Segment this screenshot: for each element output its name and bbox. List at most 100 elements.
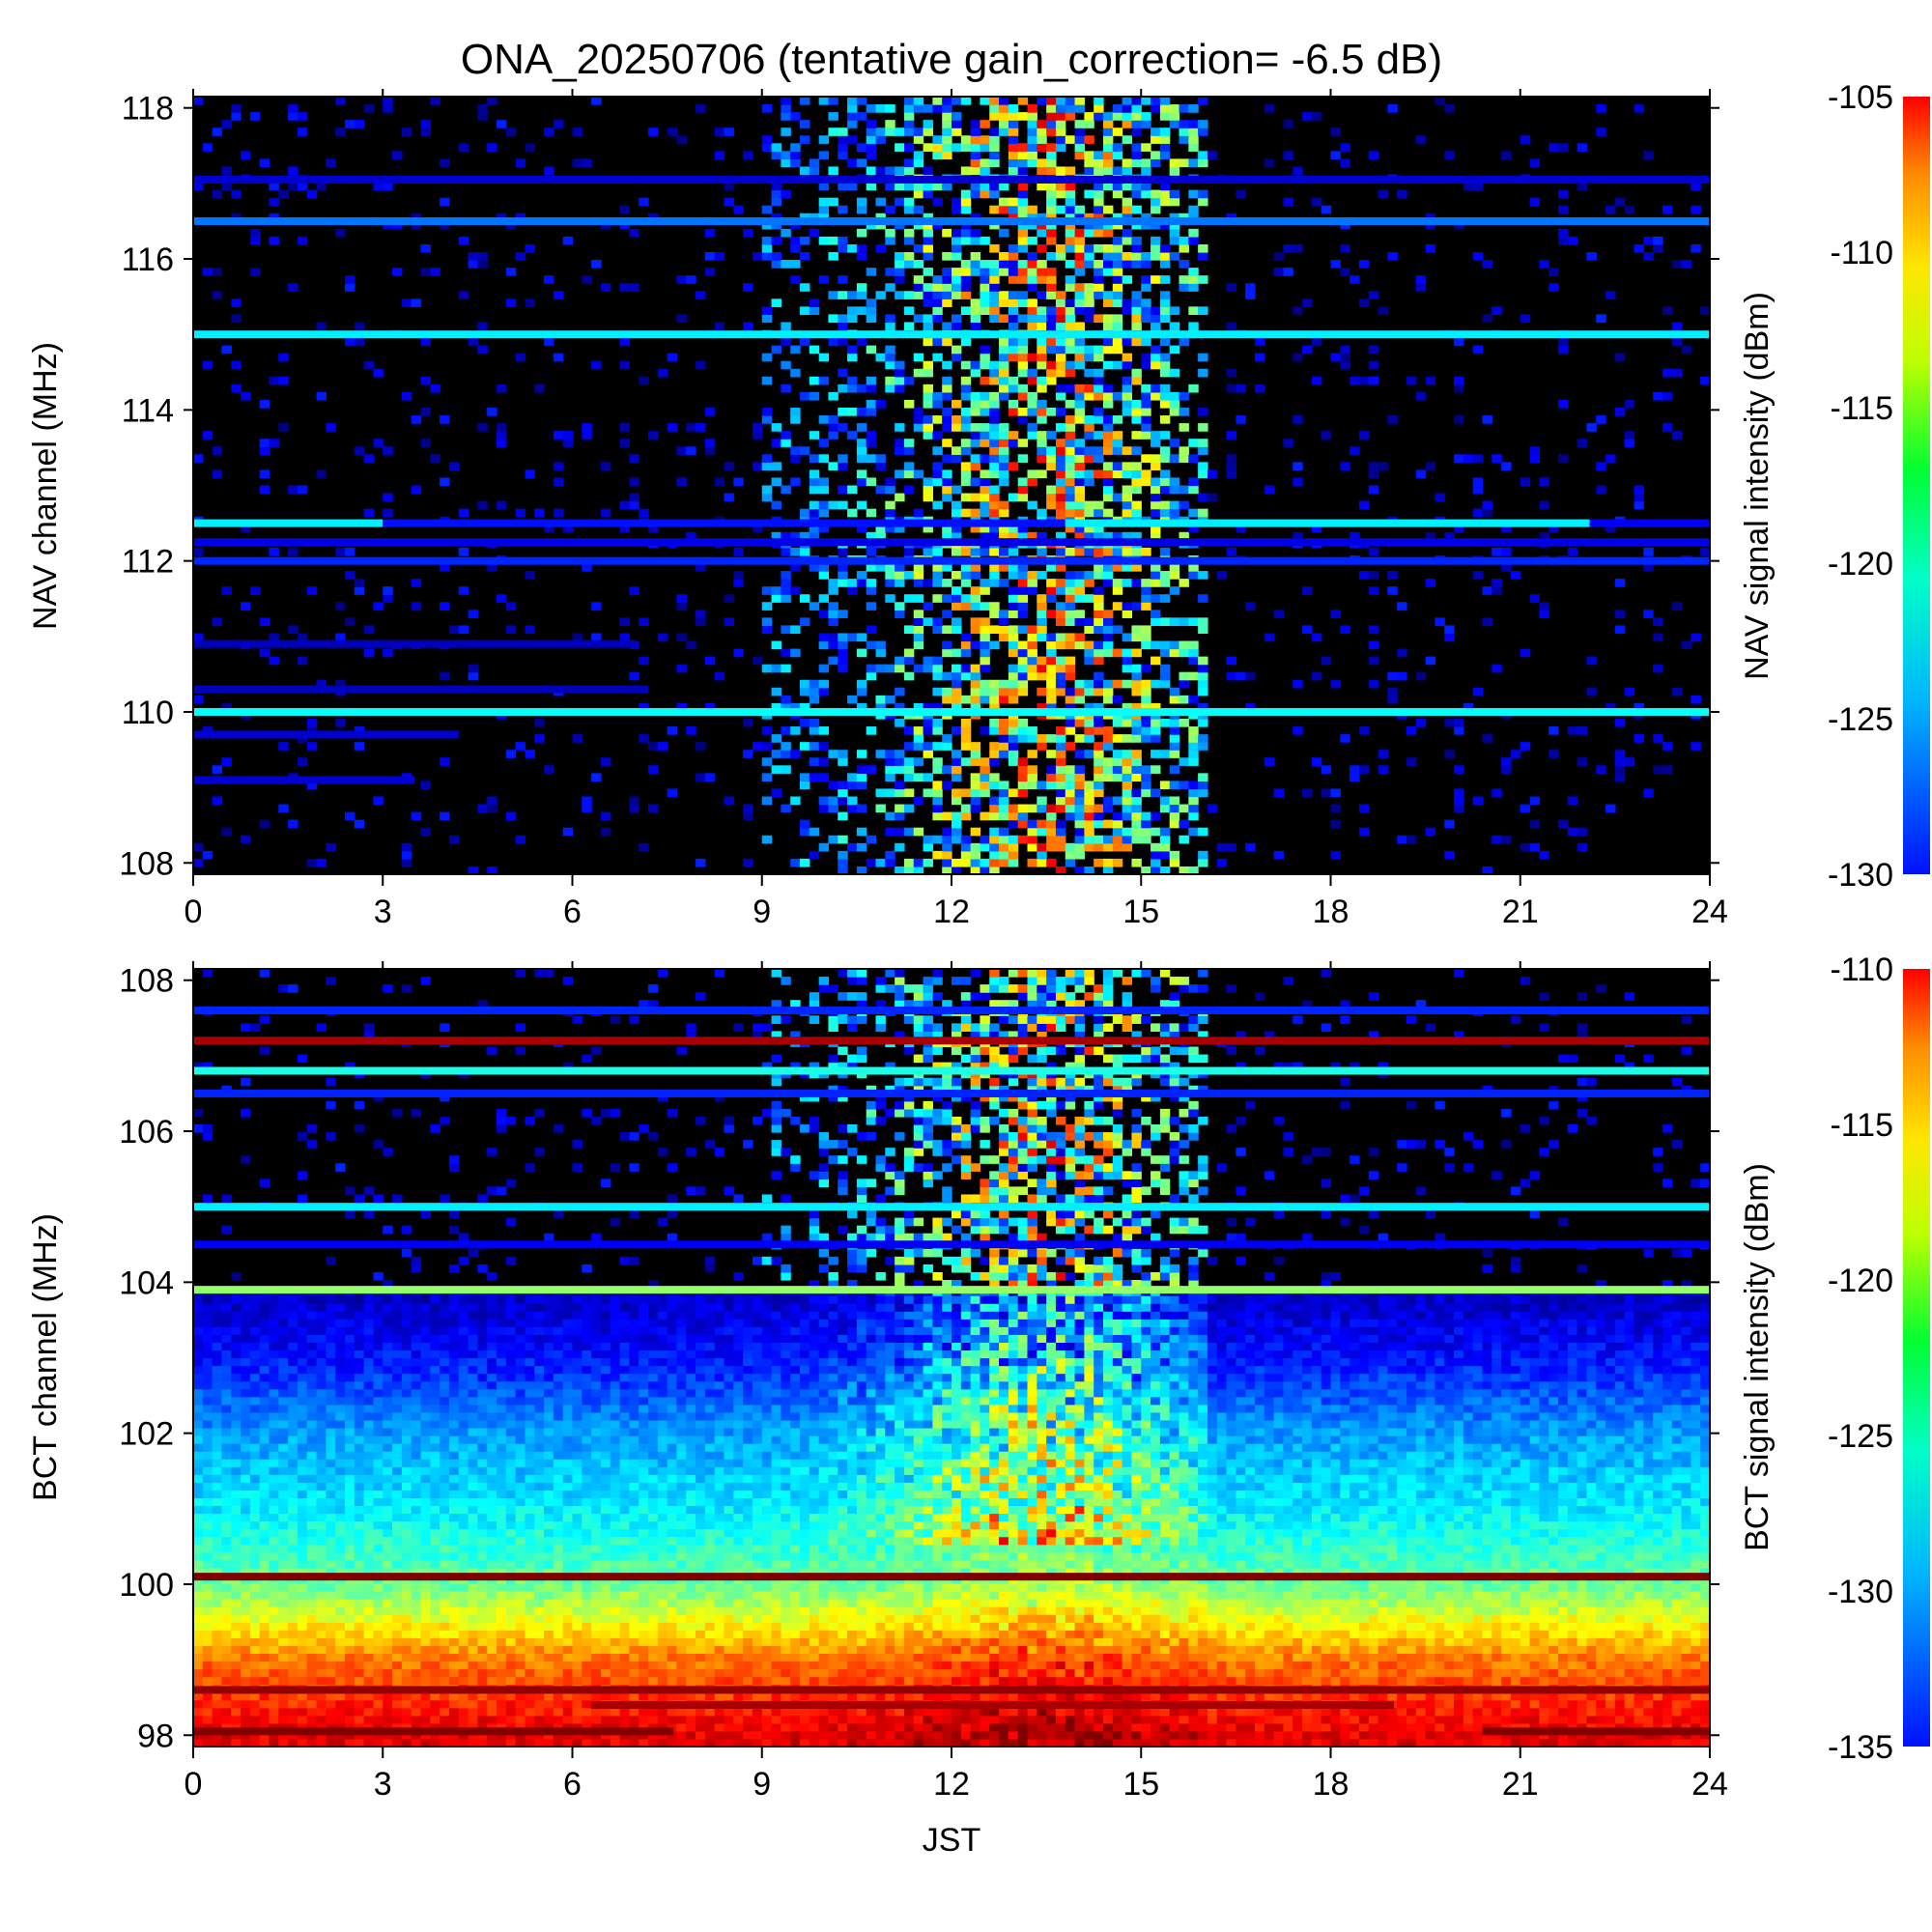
nav-heatmap-cell — [335, 97, 346, 105]
nav-heatmap-cell — [913, 664, 924, 673]
nav-heatmap-cell — [960, 275, 972, 284]
nav-heatmap-cell — [383, 508, 393, 518]
bct-heatmap-cell — [818, 1730, 830, 1740]
nav-heatmap-cell — [903, 594, 915, 603]
nav-heatmap-cell — [989, 205, 1000, 214]
nav-heatmap-cell — [1055, 446, 1066, 455]
nav-heatmap-cell — [1008, 819, 1019, 829]
nav-heatmap-cell — [1046, 454, 1057, 463]
bct-heatmap-cell — [932, 1730, 943, 1740]
nav-heatmap-cell — [1037, 408, 1047, 416]
bct-heatmap-cell — [752, 1715, 763, 1724]
nav-channel-band — [193, 216, 1710, 225]
nav-heatmap-cell — [1122, 734, 1133, 743]
nav-heatmap-cell — [866, 384, 877, 393]
nav-heatmap-cell — [1065, 617, 1076, 626]
nav-heatmap-cell — [932, 757, 943, 766]
bct-heatmap-cell — [1340, 1668, 1350, 1678]
bct-heatmap-cell — [1245, 1691, 1256, 1701]
nav-heatmap-cell — [1340, 625, 1350, 635]
nav-heatmap-cell — [1614, 757, 1626, 766]
nav-heatmap-cell — [733, 571, 744, 580]
nav-heatmap-cell — [1634, 485, 1644, 495]
bct-heatmap-cell — [582, 1676, 592, 1686]
nav-heatmap-cell — [354, 322, 365, 331]
nav-heatmap-cell — [1027, 104, 1037, 113]
bct-heatmap-cell — [1510, 1699, 1521, 1709]
bct-heatmap-cell — [1567, 1738, 1578, 1747]
nav-heatmap-cell — [1103, 439, 1114, 447]
nav-heatmap-cell — [1094, 431, 1104, 440]
nav-heatmap-cell — [1065, 104, 1076, 113]
nav-heatmap-cell — [724, 197, 734, 207]
bct-heatmap-cell — [1330, 1668, 1341, 1678]
nav-heatmap-cell — [1103, 205, 1114, 214]
bct-heatmap-cell — [345, 1699, 355, 1709]
nav-heatmap-cell — [1131, 811, 1142, 821]
nav-heatmap-cell — [980, 454, 990, 463]
nav-heatmap-cell — [269, 182, 279, 191]
nav-heatmap-cell — [1074, 610, 1085, 618]
nav-heatmap-cell — [875, 695, 886, 704]
bct-heatmap-cell — [515, 1668, 526, 1678]
nav-heatmap-cell — [818, 796, 830, 806]
nav-heatmap-cell — [591, 602, 602, 611]
bct-heatmap-cell — [1529, 1691, 1540, 1701]
bct-heatmap-cell — [600, 1722, 611, 1732]
bct-heatmap-cell — [1406, 1691, 1417, 1701]
nav-heatmap-cell — [932, 337, 943, 347]
nav-heatmap-cell — [724, 128, 734, 136]
nav-heatmap-cell — [942, 360, 952, 370]
nav-heatmap-cell — [875, 454, 886, 463]
nav-heatmap-cell — [1037, 842, 1047, 852]
bct-heatmap-cell — [1293, 1691, 1303, 1701]
nav-heatmap-cell — [1141, 625, 1151, 635]
bct-heatmap-cell — [1065, 1738, 1076, 1747]
nav-heatmap-cell — [895, 166, 905, 176]
nav-heatmap-cell — [1122, 547, 1133, 556]
nav-heatmap-cell — [354, 726, 365, 735]
nav-heatmap-cell — [1159, 500, 1171, 510]
nav-heatmap-cell — [895, 719, 905, 727]
bct-heatmap-cell — [989, 1730, 1000, 1740]
nav-heatmap-cell — [913, 563, 924, 572]
bct-heatmap-cell — [1226, 1691, 1236, 1701]
bct-heatmap-cell — [1415, 1691, 1427, 1701]
nav-heatmap-cell — [1141, 819, 1151, 829]
nav-heatmap-cell — [335, 679, 346, 689]
bct-heatmap-cell — [1179, 1715, 1189, 1724]
bct-heatmap-cell — [1198, 1676, 1208, 1686]
nav-heatmap-cell — [1207, 151, 1218, 159]
nav-heatmap-cell — [1169, 781, 1180, 790]
nav-heatmap-cell — [231, 384, 242, 393]
nav-heatmap-cell — [999, 617, 1009, 626]
nav-heatmap-cell — [960, 842, 972, 852]
bct-heatmap-cell — [1094, 1722, 1104, 1732]
bct-heatmap-cell — [316, 1707, 327, 1717]
nav-heatmap-cell — [970, 128, 981, 136]
nav-heatmap-cell — [866, 640, 877, 650]
bct-heatmap-cell — [221, 1722, 232, 1732]
nav-heatmap-cell — [856, 842, 867, 852]
nav-heatmap-cell — [818, 640, 830, 650]
nav-heatmap-cell — [534, 734, 545, 743]
nav-heatmap-cell — [553, 462, 564, 470]
nav-heatmap-cell — [1027, 625, 1037, 635]
nav-heatmap-cell — [1131, 726, 1142, 735]
nav-heatmap-cell — [1198, 734, 1208, 743]
nav-heatmap-cell — [960, 166, 972, 176]
nav-heatmap-cell — [1065, 640, 1076, 650]
nav-heatmap-cell — [1027, 275, 1037, 284]
nav-heatmap-cell — [1482, 866, 1492, 874]
bct-heatmap-cell — [1094, 1691, 1104, 1701]
bct-heatmap-cell — [497, 1738, 507, 1747]
bct-heatmap-cell — [326, 1699, 336, 1709]
nav-heatmap-cell — [1112, 493, 1123, 502]
nav-heatmap-cell — [781, 337, 791, 347]
nav-heatmap-cell — [913, 260, 924, 269]
nav-heatmap-cell — [1293, 415, 1303, 424]
bct-heatmap-cell — [458, 1722, 469, 1732]
bct-heatmap-cell — [553, 1722, 564, 1732]
bct-heatmap-cell — [1586, 1722, 1597, 1732]
nav-heatmap-cell — [1074, 493, 1085, 502]
